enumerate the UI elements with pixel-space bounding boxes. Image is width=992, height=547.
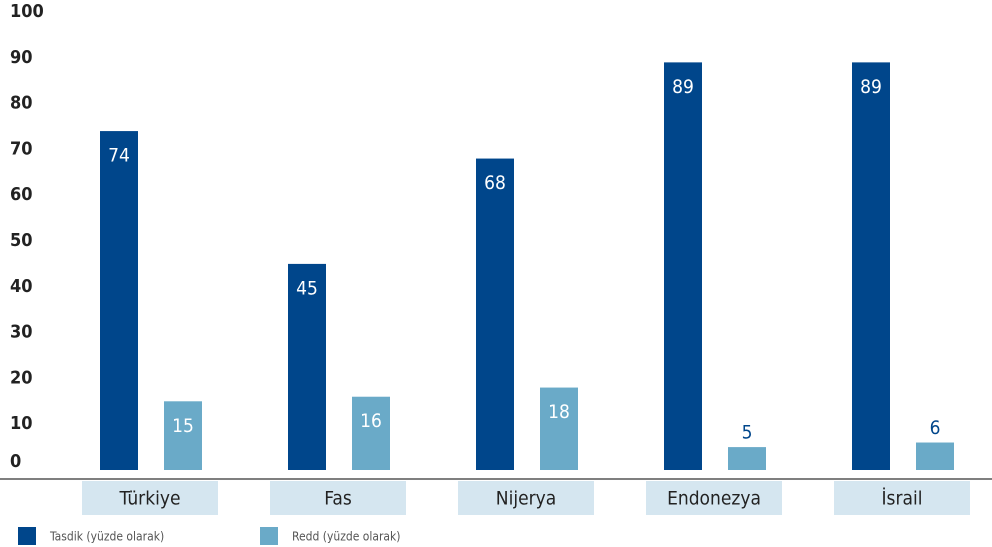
legend-label: Tasdik (yüzde olarak) — [49, 530, 164, 544]
x-tick-label: İsrail — [882, 487, 923, 510]
y-tick-label: 10 — [10, 413, 33, 434]
value-label: 89 — [860, 76, 882, 98]
value-label: 74 — [108, 145, 130, 167]
category-box — [270, 481, 406, 515]
y-tick-label: 60 — [10, 184, 33, 205]
category-box — [834, 481, 970, 515]
bar — [664, 62, 702, 470]
x-tick-label: Fas — [324, 488, 352, 510]
bar — [164, 401, 202, 470]
y-tick-label: 40 — [10, 276, 33, 297]
y-tick-label: 90 — [10, 47, 33, 68]
value-label: 68 — [484, 172, 506, 194]
y-tick-label: 50 — [10, 230, 33, 251]
value-label: 5 — [742, 422, 753, 444]
value-label: 45 — [296, 277, 318, 299]
bar — [540, 387, 578, 470]
y-tick-label: 20 — [10, 367, 33, 388]
category-box — [458, 481, 594, 515]
value-label: 6 — [930, 417, 941, 439]
category-box — [646, 481, 782, 515]
x-tick-label: Türkiye — [119, 488, 181, 510]
bar — [100, 131, 138, 470]
y-tick-label: 0 — [10, 451, 21, 472]
y-tick-label: 80 — [10, 93, 33, 114]
bar — [288, 263, 326, 470]
bar — [916, 442, 954, 470]
y-tick-label: 100 — [10, 1, 44, 22]
legend-swatch — [260, 527, 278, 545]
x-tick-label: Endonezya — [667, 488, 761, 510]
y-tick-label: 70 — [10, 138, 33, 159]
value-label: 15 — [172, 415, 194, 437]
y-tick-label: 30 — [10, 322, 33, 343]
category-box — [82, 481, 218, 515]
bar — [852, 62, 890, 470]
value-label: 18 — [548, 401, 570, 423]
legend-swatch — [18, 527, 36, 545]
legend-label: Redd (yüzde olarak) — [292, 530, 401, 544]
bar — [476, 158, 514, 470]
value-label: 16 — [360, 410, 382, 432]
x-tick-label: Nijerya — [496, 488, 556, 510]
bar — [728, 447, 766, 470]
value-label: 89 — [672, 76, 694, 98]
bar — [352, 396, 390, 470]
